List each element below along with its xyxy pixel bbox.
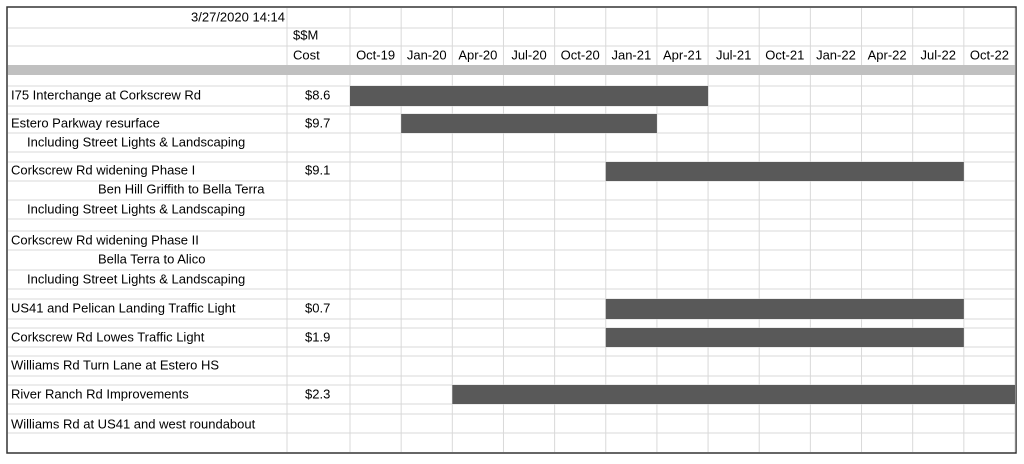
gantt-bar — [401, 114, 657, 133]
gantt-bar — [605, 162, 964, 181]
gantt-bar — [350, 86, 709, 106]
grid — [8, 8, 1016, 452]
cost: $1.9 — [305, 329, 330, 344]
month-label: Apr-21 — [663, 47, 702, 62]
cost: $8.6 — [305, 87, 330, 102]
header-band — [8, 65, 1015, 75]
task-label: Williams Rd at US41 and west roundabout — [11, 416, 256, 431]
task-note: Including Street Lights & Landscaping — [27, 201, 245, 216]
task-label: River Ranch Rd Improvements — [11, 386, 189, 401]
timestamp: 3/27/2020 14:14 — [191, 9, 285, 24]
month-label: Jan-22 — [816, 47, 856, 62]
task-label: Corkscrew Rd Lowes Traffic Light — [11, 329, 205, 344]
gantt-bar — [605, 299, 964, 319]
month-label: Jul-22 — [921, 47, 956, 62]
cost: $9.1 — [305, 162, 330, 177]
task-label: US41 and Pelican Landing Traffic Light — [11, 300, 236, 315]
frame — [6, 6, 1017, 454]
month-label: Jan-20 — [407, 47, 447, 62]
task-label: Corkscrew Rd widening Phase I — [11, 162, 195, 177]
task-note: Including Street Lights & Landscaping — [27, 134, 245, 149]
month-label: Jul-21 — [716, 47, 751, 62]
month-label: Oct-21 — [765, 47, 804, 62]
gantt-bar — [605, 328, 964, 347]
cost: $2.3 — [305, 386, 330, 401]
cost-unit: $$M — [293, 27, 318, 42]
task-note: Bella Terra to Alico — [98, 251, 205, 266]
cost: $9.7 — [305, 115, 330, 130]
task-label: Corkscrew Rd widening Phase II — [11, 232, 199, 247]
month-label: Oct-19 — [356, 47, 395, 62]
month-label: Jan-21 — [611, 47, 651, 62]
cost: $0.7 — [305, 300, 330, 315]
month-label: Oct-20 — [561, 47, 600, 62]
gantt-bar — [452, 385, 1015, 404]
month-label: Jul-20 — [511, 47, 546, 62]
month-label: Apr-20 — [458, 47, 497, 62]
cost-label: Cost — [293, 47, 320, 62]
task-note: Including Street Lights & Landscaping — [27, 271, 245, 286]
task-note: Ben Hill Griffith to Bella Terra — [98, 181, 265, 196]
month-label: Oct-22 — [970, 47, 1009, 62]
task-label: I75 Interchange at Corkscrew Rd — [11, 87, 201, 102]
task-label: Estero Parkway resurface — [11, 115, 160, 130]
task-label: Williams Rd Turn Lane at Estero HS — [11, 357, 219, 372]
month-label: Apr-22 — [868, 47, 907, 62]
